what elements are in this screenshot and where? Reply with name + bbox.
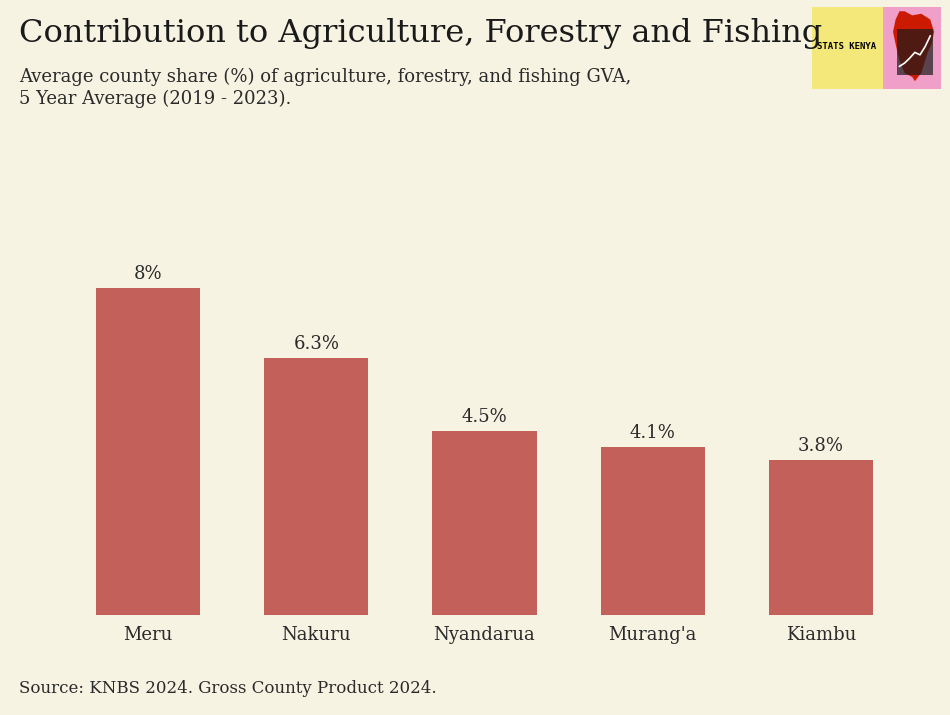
Bar	[883, 7, 940, 89]
Text: 6.3%: 6.3%	[294, 335, 339, 352]
Text: 3.8%: 3.8%	[798, 437, 844, 455]
Bar	[812, 7, 883, 89]
Bar	[600, 448, 705, 615]
Text: Source: KNBS 2024. Gross County Product 2024.: Source: KNBS 2024. Gross County Product …	[19, 680, 437, 697]
Text: Average county share (%) of agriculture, forestry, and fishing GVA,: Average county share (%) of agriculture,…	[19, 68, 631, 87]
Bar	[897, 29, 933, 74]
Text: 4.1%: 4.1%	[630, 425, 675, 443]
Text: Contribution to Agriculture, Forestry and Fishing: Contribution to Agriculture, Forestry an…	[19, 18, 823, 49]
Bar	[264, 358, 369, 615]
Polygon shape	[893, 11, 934, 82]
Text: STATS KENYA: STATS KENYA	[817, 42, 877, 51]
Bar	[96, 288, 200, 615]
Text: 5 Year Average (2019 - 2023).: 5 Year Average (2019 - 2023).	[19, 89, 292, 108]
Text: 8%: 8%	[134, 265, 162, 283]
Bar	[769, 460, 873, 615]
Bar	[432, 431, 537, 615]
Text: 4.5%: 4.5%	[462, 408, 507, 426]
